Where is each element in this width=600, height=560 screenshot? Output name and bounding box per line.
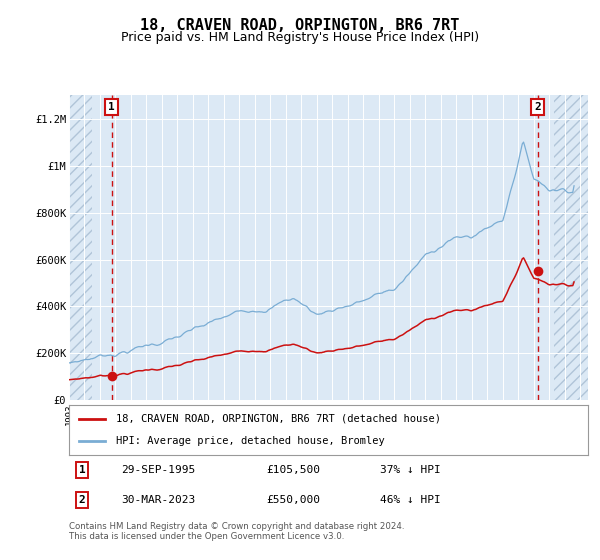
Text: 30-MAR-2023: 30-MAR-2023 bbox=[121, 495, 195, 505]
Bar bbox=[554, 95, 588, 400]
Text: Contains HM Land Registry data © Crown copyright and database right 2024.
This d: Contains HM Land Registry data © Crown c… bbox=[69, 522, 404, 542]
Text: 2: 2 bbox=[79, 495, 85, 505]
Text: £105,500: £105,500 bbox=[266, 465, 320, 475]
Text: 37% ↓ HPI: 37% ↓ HPI bbox=[380, 465, 441, 475]
Text: HPI: Average price, detached house, Bromley: HPI: Average price, detached house, Brom… bbox=[116, 436, 385, 446]
Text: 1: 1 bbox=[79, 465, 85, 475]
Text: 18, CRAVEN ROAD, ORPINGTON, BR6 7RT: 18, CRAVEN ROAD, ORPINGTON, BR6 7RT bbox=[140, 18, 460, 33]
Text: 29-SEP-1995: 29-SEP-1995 bbox=[121, 465, 195, 475]
Text: Price paid vs. HM Land Registry's House Price Index (HPI): Price paid vs. HM Land Registry's House … bbox=[121, 31, 479, 44]
Bar bbox=[554, 95, 588, 400]
Text: 1: 1 bbox=[108, 102, 115, 112]
Text: 18, CRAVEN ROAD, ORPINGTON, BR6 7RT (detached house): 18, CRAVEN ROAD, ORPINGTON, BR6 7RT (det… bbox=[116, 414, 441, 424]
Text: 2: 2 bbox=[534, 102, 541, 112]
Bar bbox=[69, 95, 92, 400]
Bar bbox=[69, 95, 92, 400]
Text: £550,000: £550,000 bbox=[266, 495, 320, 505]
Text: 46% ↓ HPI: 46% ↓ HPI bbox=[380, 495, 441, 505]
